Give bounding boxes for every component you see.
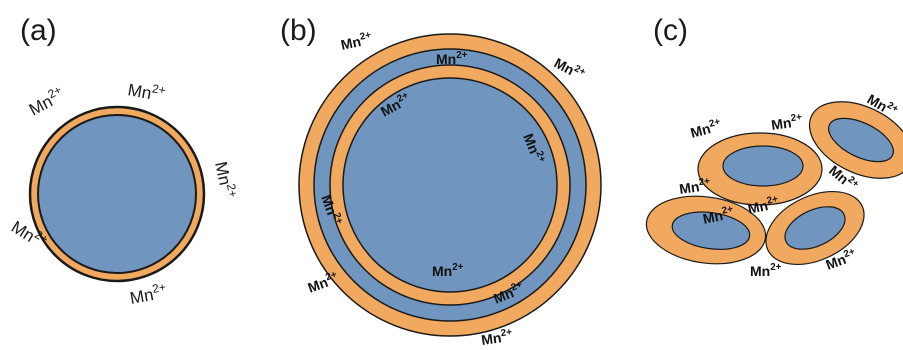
panel-c-particle [808,101,903,179]
panel-a-ion-label: Mn2+ [128,280,168,308]
panel-b-ion-label: Mn2+ [436,50,468,67]
panel-c-ion-label: Mn2+ [678,176,712,197]
panel-b-ion-label: Mn2+ [520,131,548,167]
panel-c-ion-label: Mn2+ [701,204,736,227]
panel-b-ion-label: Mn2+ [491,279,527,307]
panel-b-ion-label: Mn2+ [480,327,514,348]
panel-a-ion-label: Mn2+ [211,159,240,200]
panel-c-particle [697,132,823,206]
panel-c-particle [645,195,767,265]
panel-b-ion-label: Mn2+ [432,262,464,279]
panel-c-ion-label: Mn2+ [770,112,804,133]
panel-b-ion-label: Mn2+ [318,192,345,228]
panel-c-ion-label: Mn2+ [750,262,782,279]
panel-c-label: (c) [653,14,688,47]
panel-b: (b) Mn2+ Mn2+ Mn2+ Mn2+ Mn2+ Mn2+ Mn2+ M… [280,14,602,348]
panel-b-ion-label: Mn2+ [305,269,341,296]
panel-a-core [37,114,197,274]
panel-b-label: (b) [280,14,317,47]
panel-a-ion-label: Mn2+ [126,77,166,105]
panel-a: (a) Mn2+ Mn2+ Mn2+ Mn2+ Mn2+ [8,14,240,308]
panel-c-ion-label: Mn2+ [823,246,859,273]
panel-b-ion-label: Mn2+ [339,30,374,53]
panel-c-ion-label: Mn2+ [746,194,781,217]
panel-c: (c) Mn2+ Mn2+ Mn2+ Mn2+ Mn2+ Mn2+ Mn2+ M… [645,14,903,279]
panel-a-label: (a) [20,14,57,47]
panel-a-ion-label: Mn2+ [25,83,68,120]
panel-b-inner-core [342,77,558,293]
panel-c-particle [765,191,865,265]
panel-c-ion-label: Mn2+ [688,116,723,141]
